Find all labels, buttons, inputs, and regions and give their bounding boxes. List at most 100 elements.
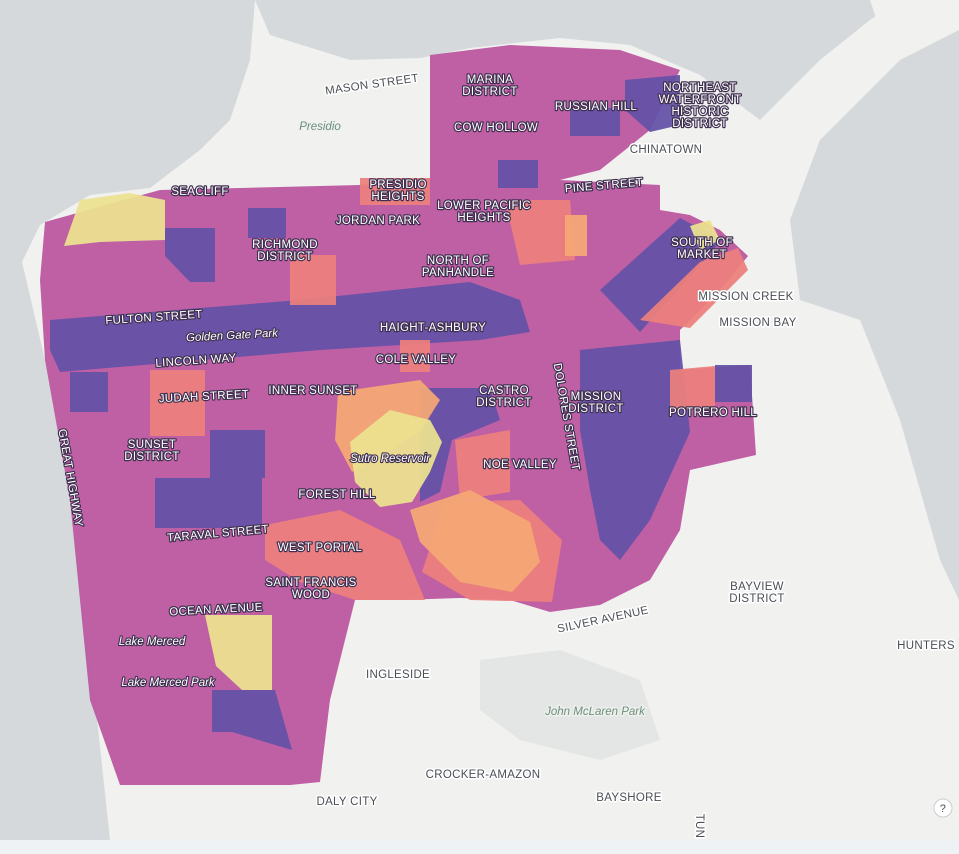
place-label: PRESIDIO HEIGHTS (369, 179, 426, 203)
place-label: COW HOLLOW (454, 122, 538, 134)
place-label: FOREST HILL (298, 489, 376, 501)
park-area (480, 650, 660, 760)
label-line: DISTRICT (257, 251, 312, 263)
place-label: SAINT FRANCIS WOOD (265, 577, 356, 601)
label-line: PRESIDIO (369, 179, 426, 191)
place-label: NORTH OF PANHANDLE (422, 255, 494, 279)
place-label: BAYSHORE (596, 792, 661, 804)
label-line: DISTRICT (672, 118, 727, 130)
label-line: DISTRICT (729, 593, 784, 605)
place-label: INNER SUNSET (268, 385, 357, 397)
label-line: COW HOLLOW (454, 122, 538, 134)
region (455, 430, 510, 500)
label-line: BAYVIEW (730, 581, 784, 593)
label-line: DISTRICT (124, 451, 179, 463)
label-line: SEACLIFF (171, 186, 228, 198)
land-east (870, 0, 959, 45)
place-label: SEACLIFF (171, 186, 228, 198)
label-line: Lake Merced (119, 636, 186, 648)
region (580, 340, 690, 560)
label-line: POTRERO HILL (669, 407, 757, 419)
place-label: SUNSET DISTRICT (124, 439, 179, 463)
label-line: DISTRICT (568, 403, 623, 415)
label-line: WOOD (292, 589, 330, 601)
label-line: COLE VALLEY (376, 354, 456, 366)
label-line: MISSION (571, 391, 622, 403)
help-text[interactable]: ? (940, 803, 946, 815)
region (212, 690, 292, 750)
region (165, 228, 215, 282)
label-line: Presidio (299, 121, 341, 133)
label-line: Lake Merced Park (121, 677, 216, 689)
place-label: Lake Merced (119, 636, 186, 648)
place-label: MARINA DISTRICT (462, 74, 517, 98)
region (400, 340, 430, 372)
place-label: John McLaren Park (544, 706, 646, 718)
place-label: BAYVIEW DISTRICT (729, 581, 784, 605)
place-label: MISSION DISTRICT (568, 391, 623, 415)
label-line: BAYSHORE (596, 792, 661, 804)
place-label: Lake Merced Park (121, 677, 216, 689)
label-line: Sutro Reservoir (350, 453, 431, 465)
region (248, 208, 286, 238)
help-button[interactable]: ? (933, 798, 953, 818)
region (205, 615, 272, 690)
label-line: DISTRICT (462, 86, 517, 98)
label-line: CASTRO (479, 385, 529, 397)
label-line: John McLaren Park (544, 706, 646, 718)
place-label: Sutro Reservoir (350, 453, 431, 465)
label-line: CROCKER-AMAZON (426, 769, 541, 781)
region (210, 430, 265, 478)
label-line: INNER SUNSET (268, 385, 357, 397)
label-line: CHINATOWN (630, 144, 703, 156)
label-line: NORTHEAST (663, 82, 736, 94)
label-line: SOUTH OF (671, 237, 733, 249)
choropleth (40, 45, 756, 785)
label-line: SUNSET (128, 439, 176, 451)
region (64, 193, 165, 246)
label-line: HAIGHT-ASHBURY (380, 322, 486, 334)
region (360, 178, 430, 205)
region (600, 218, 722, 332)
label-line: TUN (693, 814, 705, 839)
place-label: Presidio (299, 121, 341, 133)
place-label: RICHMOND DISTRICT (252, 239, 318, 263)
region (265, 510, 425, 600)
place-label: CHINATOWN (630, 144, 703, 156)
place-label: CASTRO DISTRICT (476, 385, 531, 409)
place-label: MISSION BAY (719, 317, 796, 329)
label-line: NORTH OF (427, 255, 489, 267)
place-label: HUNTERS (897, 640, 955, 652)
region (570, 108, 620, 136)
region (498, 160, 538, 188)
place-label: DALY CITY (316, 796, 377, 808)
place-label: RUSSIAN HILL (555, 101, 638, 113)
region (290, 255, 336, 305)
place-label: LOWER PACIFIC HEIGHTS (437, 200, 531, 224)
place-label: WEST PORTAL (278, 542, 363, 554)
label-line: NOE VALLEY (483, 459, 557, 471)
label-line: HEIGHTS (457, 212, 510, 224)
label-line: RICHMOND (252, 239, 318, 251)
label-line: JUDAH STREET (158, 389, 249, 406)
region (350, 410, 442, 507)
label-line: MISSION CREEK (698, 291, 793, 303)
place-label: TUN (693, 814, 705, 839)
region (70, 372, 108, 412)
region (50, 282, 530, 372)
label-line: MARINA (467, 74, 514, 86)
label-line: WEST PORTAL (278, 542, 363, 554)
label-line: JORDAN PARK (336, 215, 420, 227)
label-line: DALY CITY (316, 796, 377, 808)
help-circle[interactable] (933, 798, 953, 818)
region (565, 215, 587, 256)
place-label: JUDAH STREET (158, 389, 249, 406)
region (670, 366, 715, 410)
region (625, 75, 680, 132)
label-line: HISTORIC (671, 106, 728, 118)
label-line: MARKET (677, 249, 727, 261)
label-line: FOREST HILL (298, 489, 376, 501)
place-label: NOE VALLEY (483, 459, 557, 471)
